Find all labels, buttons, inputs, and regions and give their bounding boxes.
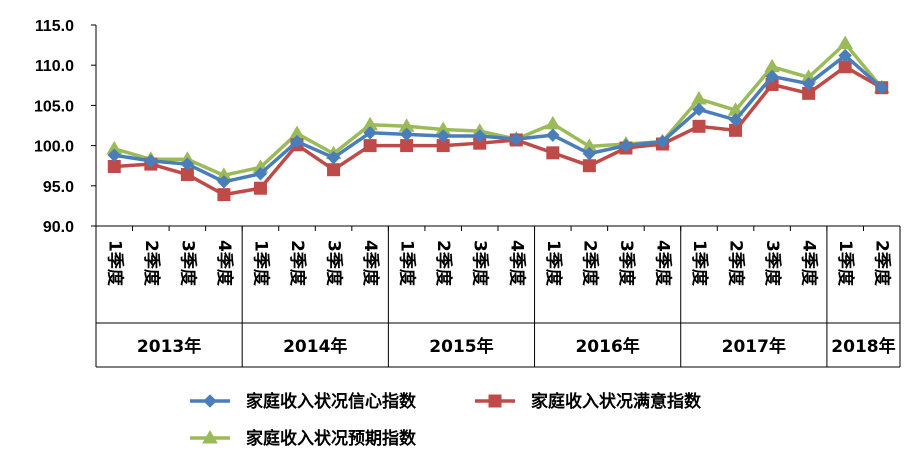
- quarter-label: 3季度: [616, 240, 637, 287]
- y-tick-label: 100.0: [34, 139, 74, 156]
- data-point: [326, 150, 341, 165]
- data-point: [253, 181, 267, 195]
- legend-marker: [488, 394, 502, 408]
- series-lines: [106, 35, 890, 202]
- y-tick-label: 105.0: [34, 98, 74, 115]
- quarter-label: 2季度: [579, 240, 600, 287]
- quarter-label: 3季度: [177, 240, 198, 287]
- legend-item: 家庭收入状况信心指数: [190, 391, 417, 412]
- data-point: [509, 132, 523, 146]
- data-point: [582, 146, 597, 161]
- data-point: [363, 139, 377, 153]
- data-point: [692, 119, 706, 133]
- series-line: [114, 53, 883, 184]
- legend-item: 家庭收入状况满意指数: [475, 391, 702, 412]
- data-point: [838, 48, 852, 63]
- legend-marker: [202, 430, 218, 444]
- data-point: [544, 115, 561, 130]
- data-point: [253, 167, 268, 181]
- legend-label: 家庭收入状况满意指数: [531, 391, 702, 412]
- data-point: [655, 134, 670, 149]
- quarter-label: 3季度: [470, 240, 491, 287]
- quarter-label: 1季度: [543, 240, 564, 287]
- data-point: [875, 81, 889, 95]
- legend-label: 家庭收入状况信心指数: [246, 391, 417, 412]
- data-point: [436, 129, 450, 143]
- quarter-label: 4季度: [506, 240, 527, 287]
- data-point: [217, 175, 231, 189]
- year-label: 2018年: [831, 336, 895, 357]
- year-label: 2017年: [722, 336, 786, 357]
- x-axis-labels: 2013年 2014年 2015年 2016年 2017年 2018年 1季度 2季度 3季度 4…: [104, 240, 895, 357]
- year-label: 2016年: [575, 336, 639, 357]
- quarter-label: 4季度: [799, 240, 820, 287]
- data-point: [546, 146, 560, 160]
- quarter-label: 3季度: [324, 240, 345, 287]
- y-tick-label: 90.0: [43, 219, 74, 236]
- quarter-label: 2季度: [287, 240, 308, 287]
- quarter-label: 1季度: [397, 240, 418, 287]
- data-point: [692, 102, 706, 117]
- legend-marker: [203, 394, 217, 408]
- data-point: [217, 188, 231, 202]
- year-label: 2014年: [283, 336, 347, 357]
- year-label: 2015年: [429, 336, 493, 357]
- data-point: [107, 148, 121, 162]
- quarter-label: 1季度: [250, 240, 271, 287]
- series-line: [113, 41, 884, 178]
- y-tick-label: 110.0: [35, 58, 74, 75]
- y-tick-label: 95.0: [43, 179, 74, 196]
- year-label: 2013年: [137, 336, 201, 357]
- quarter-label: 3季度: [762, 240, 783, 287]
- quarter-label: 2季度: [872, 240, 893, 287]
- series-triangle: [106, 35, 890, 181]
- data-point: [327, 163, 341, 177]
- series-line: [114, 65, 883, 197]
- quarter-label: 1季度: [104, 240, 125, 287]
- y-tick-label: 115.0: [35, 18, 74, 35]
- data-point: [546, 128, 560, 142]
- quarter-label: 2季度: [141, 240, 162, 287]
- data-point: [801, 76, 816, 91]
- legend-label: 家庭收入状况预期指数: [246, 428, 417, 449]
- quarter-label: 4季度: [214, 240, 235, 287]
- quarter-label: 1季度: [689, 240, 710, 287]
- data-point: [765, 69, 779, 84]
- series-diamond: [107, 48, 889, 189]
- data-point: [837, 35, 854, 49]
- data-point: [473, 129, 487, 143]
- data-point: [180, 157, 195, 171]
- quarter-label: 4季度: [652, 240, 673, 287]
- legend-item: 家庭收入状况预期指数: [190, 428, 417, 449]
- data-point: [619, 138, 633, 153]
- quarter-label: 2季度: [726, 240, 747, 287]
- data-point: [838, 60, 852, 74]
- quarter-label: 1季度: [835, 240, 856, 287]
- data-point: [107, 160, 121, 174]
- data-point: [400, 139, 414, 153]
- data-point: [290, 134, 304, 149]
- axes: 90.0 95.0 100.0 105.0 110.0 115.0: [34, 18, 901, 368]
- data-point: [691, 90, 707, 105]
- data-point: [363, 126, 377, 140]
- data-point: [728, 113, 743, 127]
- quarter-label: 2季度: [433, 240, 454, 287]
- quarter-label: 4季度: [360, 240, 381, 287]
- data-point: [582, 159, 596, 173]
- data-point: [144, 154, 158, 168]
- data-point: [399, 127, 414, 142]
